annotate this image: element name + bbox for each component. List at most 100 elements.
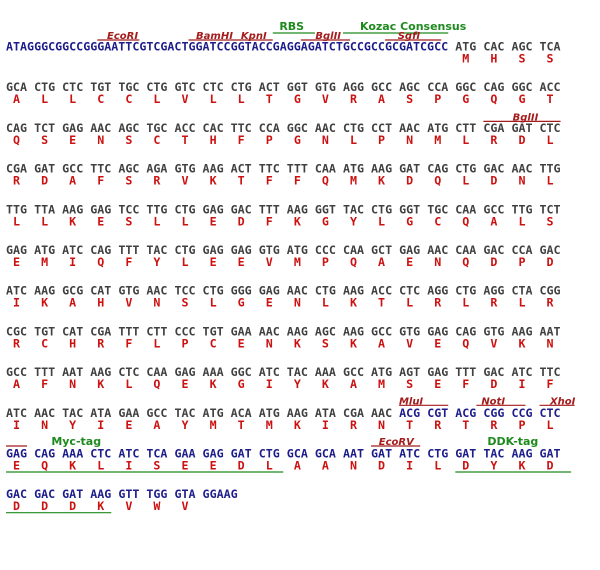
codon: GTC	[174, 80, 195, 94]
codon: ATG	[427, 121, 448, 135]
amino-acid: C	[125, 92, 132, 106]
amino-acid: K	[97, 499, 104, 513]
amino-acid: P	[322, 255, 329, 269]
amino-acid: L	[462, 174, 469, 188]
codon: TTC	[231, 121, 252, 135]
amino-acid: F	[125, 255, 132, 269]
codon: CTG	[455, 162, 476, 176]
amino-acid: K	[518, 459, 525, 473]
codon: AGG	[427, 284, 448, 298]
codon: GCA	[6, 80, 27, 94]
codon: AGT	[399, 365, 420, 379]
amino-acid: A	[322, 459, 329, 473]
enzyme-label: BglII	[315, 31, 341, 42]
amino-acid: E	[69, 133, 76, 147]
codon: GAG	[174, 365, 195, 379]
amino-acid: D	[238, 459, 245, 473]
codon: ACG	[399, 406, 420, 420]
amino-acid: Q	[462, 214, 469, 228]
codon: TGT	[34, 324, 55, 338]
amino-acid: F	[266, 214, 273, 228]
amino-acid: D	[41, 174, 48, 188]
amino-acid: D	[547, 255, 554, 269]
codon: TGC	[118, 80, 139, 94]
codon: GAT	[371, 447, 392, 461]
amino-acid: Y	[153, 255, 160, 269]
amino-acid: I	[13, 296, 20, 310]
codon: CAG	[34, 447, 55, 461]
amino-acid: D	[41, 499, 48, 513]
amino-acid: L	[266, 459, 273, 473]
codon: CCT	[371, 121, 392, 135]
amino-acid: Q	[350, 255, 357, 269]
codon: TTG	[540, 162, 561, 176]
amino-acid: I	[406, 459, 413, 473]
codon: GCA	[315, 447, 336, 461]
codon: CAG	[427, 162, 448, 176]
amino-acid: Q	[462, 336, 469, 350]
codon: CTG	[259, 447, 280, 461]
codon: AAA	[62, 447, 83, 461]
codon: GCC	[146, 406, 167, 420]
codon: ATG	[371, 365, 392, 379]
enzyme-label: KpnI	[241, 31, 267, 42]
codon: ATA	[315, 406, 336, 420]
amino-acid: T	[238, 418, 245, 432]
amino-acid: R	[434, 296, 442, 310]
amino-acid: L	[69, 92, 76, 106]
enzyme-label: NotI	[481, 396, 505, 407]
codon: AGG	[343, 80, 364, 94]
amino-acid: Q	[97, 255, 104, 269]
codon: CAG	[483, 80, 504, 94]
codon: CTG	[174, 202, 195, 216]
amino-acid: N	[434, 255, 441, 269]
codon: GAG	[203, 202, 224, 216]
codon: TTT	[287, 162, 308, 176]
codon: CAA	[343, 243, 364, 257]
amino-acid: D	[490, 377, 497, 391]
codon: TAC	[343, 202, 364, 216]
codon: GGT	[287, 80, 308, 94]
amino-acid: F	[125, 336, 132, 350]
enzyme-label: BamHI	[196, 31, 233, 42]
amino-acid: E	[406, 255, 413, 269]
codon: CTG	[343, 121, 364, 135]
amino-acid: H	[69, 336, 76, 350]
amino-acid: Q	[41, 459, 48, 473]
amino-acid: L	[41, 214, 48, 228]
codon: CGC	[6, 324, 27, 338]
codon: AAC	[34, 406, 55, 420]
codon: CCA	[511, 243, 532, 257]
codon: GCC	[371, 324, 392, 338]
amino-acid: E	[125, 418, 132, 432]
amino-acid: S	[125, 174, 132, 188]
amino-acid: V	[406, 336, 413, 350]
amino-acid: A	[378, 255, 385, 269]
codon: AAT	[62, 365, 83, 379]
codon: GTT	[118, 487, 139, 501]
amino-acid: K	[378, 174, 385, 188]
codon: AAC	[427, 243, 448, 257]
enzyme-label: SgfI	[398, 31, 421, 42]
codon: GAC	[231, 202, 252, 216]
tag-label: RBS	[279, 20, 304, 33]
enzyme-label: BglII	[513, 112, 539, 123]
amino-acid: H	[490, 52, 497, 66]
codon: AAC	[315, 121, 336, 135]
amino-acid: C	[153, 133, 160, 147]
enzyme-label: XhoI	[549, 396, 576, 407]
codon: ACA	[231, 406, 252, 420]
amino-acid: L	[547, 418, 554, 432]
amino-acid: S	[125, 214, 132, 228]
codon: CTG	[231, 80, 252, 94]
codon: AAG	[90, 487, 111, 501]
amino-acid: A	[378, 336, 385, 350]
codon: AAG	[287, 406, 308, 420]
codon: AGG	[483, 284, 504, 298]
amino-acid: K	[97, 377, 104, 391]
amino-acid: K	[294, 214, 301, 228]
amino-acid: S	[41, 133, 48, 147]
codon: GAT	[231, 447, 252, 461]
codon: AAC	[399, 121, 420, 135]
